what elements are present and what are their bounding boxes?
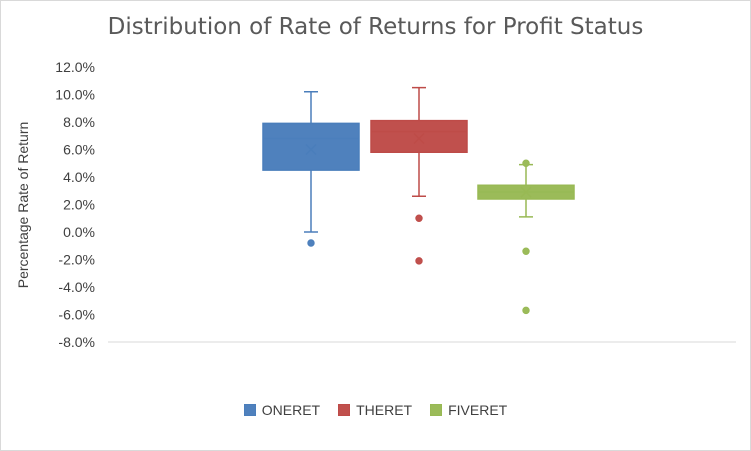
box-plots: [262, 86, 575, 315]
legend-label: THERET: [356, 402, 413, 418]
chart-title: Distribution of Rate of Returns for Prof…: [107, 14, 644, 40]
y-tick-label: 10.0%: [55, 87, 95, 103]
legend-swatch: [430, 404, 443, 416]
legend-item-theret: THERET: [338, 402, 412, 418]
box-oneret: [262, 91, 360, 247]
box-iqr: [262, 122, 360, 171]
y-tick-label: 8.0%: [63, 114, 95, 130]
y-tick-label: 6.0%: [63, 142, 95, 158]
mean-marker: [413, 132, 425, 145]
outlier-point: [415, 214, 423, 222]
legend-label: ONERET: [261, 402, 321, 418]
legend-item-fiveret: FIVERET: [430, 402, 507, 418]
outlier-point: [522, 247, 530, 255]
y-tick-label: 0.0%: [63, 224, 95, 240]
legend: ONERET THERET FIVERET: [0, 402, 751, 418]
box-theret: [370, 86, 468, 265]
outlier-point: [522, 306, 530, 315]
legend-swatch: [338, 404, 351, 416]
legend-label: FIVERET: [448, 402, 508, 418]
legend-swatch: [243, 404, 256, 416]
y-tick-label: 2.0%: [63, 197, 95, 213]
outlier-point: [415, 257, 423, 265]
y-tick-label: -6.0%: [58, 307, 95, 323]
y-tick-label: -4.0%: [58, 279, 95, 295]
box-fiveret: [477, 159, 575, 315]
y-tick-label: 12.0%: [55, 59, 95, 75]
y-tick-label: -2.0%: [58, 252, 95, 268]
y-tick-label: -8.0%: [58, 334, 95, 350]
mean-marker: [520, 186, 532, 198]
y-tick-label: 4.0%: [63, 169, 95, 185]
box-iqr: [370, 119, 468, 153]
outlier-point: [307, 239, 315, 247]
mean-marker: [305, 143, 317, 156]
outlier-point: [522, 159, 530, 167]
legend-item-oneret: ONERET: [243, 402, 321, 418]
y-axis-ticks: 12.0% 10.0% 8.0% 6.0% 4.0% 2.0% 0.0% -2.0% -4.0%…: [55, 59, 95, 350]
